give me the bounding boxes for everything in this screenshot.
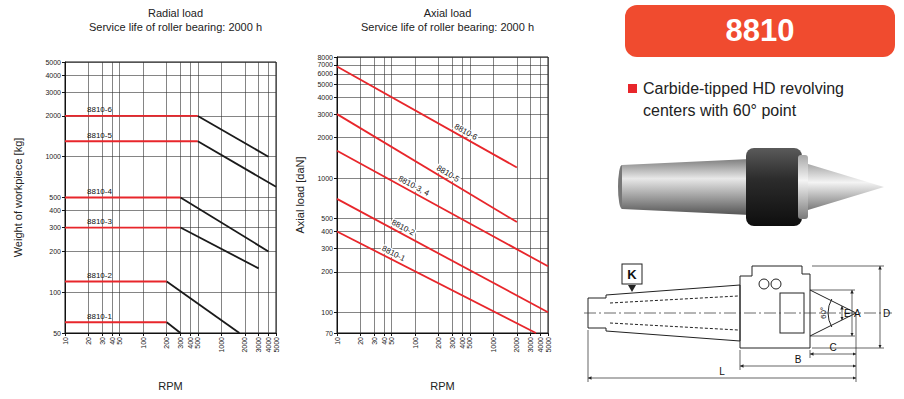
svg-text:8810-5: 8810-5: [435, 163, 461, 184]
svg-text:8810-3, 4: 8810-3, 4: [397, 174, 431, 198]
svg-text:2000: 2000: [241, 337, 248, 353]
svg-text:Service life of roller bearing: Service life of roller bearing: 2000 h: [89, 21, 262, 33]
svg-text:Radial load: Radial load: [148, 7, 203, 19]
svg-text:10: 10: [62, 337, 69, 345]
svg-text:400: 400: [187, 337, 194, 349]
svg-text:20: 20: [357, 337, 364, 345]
svg-text:C: C: [829, 342, 836, 353]
svg-text:200: 200: [321, 268, 333, 275]
svg-text:Axial load [daN]: Axial load [daN]: [294, 156, 306, 233]
svg-text:8810-2: 8810-2: [390, 218, 417, 238]
svg-text:5000: 5000: [273, 337, 280, 353]
svg-text:100: 100: [321, 309, 333, 316]
svg-text:10: 10: [334, 337, 341, 345]
svg-text:60°: 60°: [819, 307, 828, 319]
html-text:8810: 8810: [725, 13, 795, 48]
svg-text:4000: 4000: [45, 72, 61, 79]
svg-text:400: 400: [49, 207, 61, 214]
svg-text:8000: 8000: [317, 54, 333, 61]
svg-text:500: 500: [321, 215, 333, 222]
svg-text:40: 40: [381, 337, 388, 345]
svg-text:5000: 5000: [317, 81, 333, 88]
svg-text:30: 30: [99, 337, 106, 345]
svg-text:RPM: RPM: [430, 380, 454, 392]
svg-text:40: 40: [109, 337, 116, 345]
svg-text:B: B: [795, 354, 802, 365]
svg-text:1000: 1000: [490, 337, 497, 353]
svg-text:70: 70: [325, 330, 333, 337]
html-text:Carbide-tipped HD revolving ce: Carbide-tipped HD revolving centers with…: [643, 80, 844, 119]
svg-text:Service life of roller bearing: Service life of roller bearing: 2000 h: [361, 21, 534, 33]
svg-text:E: E: [844, 308, 851, 319]
svg-text:8810-3: 8810-3: [87, 217, 112, 226]
svg-text:RPM: RPM: [158, 380, 182, 392]
svg-text:8810-2: 8810-2: [87, 271, 112, 280]
svg-text:Axial load: Axial load: [424, 7, 472, 19]
svg-text:1000: 1000: [317, 175, 333, 182]
svg-text:300: 300: [321, 245, 333, 252]
svg-text:5000: 5000: [545, 337, 552, 353]
svg-text:4000: 4000: [317, 94, 333, 101]
svg-text:8810-6: 8810-6: [87, 105, 112, 114]
svg-text:300: 300: [177, 337, 184, 349]
svg-text:300: 300: [49, 224, 61, 231]
svg-text:8810-6: 8810-6: [453, 122, 480, 142]
svg-text:400: 400: [321, 228, 333, 235]
svg-text:500: 500: [49, 194, 61, 201]
svg-text:30: 30: [371, 337, 378, 345]
svg-text:3000: 3000: [527, 337, 534, 353]
svg-text:1000: 1000: [218, 337, 225, 353]
svg-text:4000: 4000: [537, 337, 544, 353]
svg-text:4000: 4000: [265, 337, 272, 353]
svg-text:D: D: [883, 308, 890, 319]
svg-text:1000: 1000: [45, 153, 61, 160]
svg-text:300: 300: [449, 337, 456, 349]
svg-text:8810-4: 8810-4: [87, 187, 112, 196]
svg-text:100: 100: [412, 337, 419, 349]
svg-text:200: 200: [435, 337, 442, 349]
svg-text:2000: 2000: [513, 337, 520, 353]
svg-text:500: 500: [194, 337, 201, 349]
svg-text:2000: 2000: [45, 112, 61, 119]
svg-text:A: A: [854, 308, 861, 319]
svg-text:100: 100: [140, 337, 147, 349]
svg-text:50: 50: [116, 337, 123, 345]
svg-text:3000: 3000: [255, 337, 262, 353]
svg-text:2000: 2000: [317, 134, 333, 141]
svg-text:20: 20: [85, 337, 92, 345]
svg-text:8810-1: 8810-1: [380, 244, 407, 264]
svg-text:6000: 6000: [317, 70, 333, 77]
svg-text:500: 500: [466, 337, 473, 349]
svg-text:400: 400: [459, 337, 466, 349]
svg-text:100: 100: [49, 289, 61, 296]
svg-text:5000: 5000: [45, 59, 61, 66]
svg-text:50: 50: [53, 330, 61, 337]
svg-text:200: 200: [163, 337, 170, 349]
svg-text:8810-5: 8810-5: [87, 131, 112, 140]
svg-text:Weight of workpiece [kg]: Weight of workpiece [kg]: [12, 138, 24, 258]
svg-text:L: L: [719, 366, 725, 377]
svg-text:3000: 3000: [45, 89, 61, 96]
svg-text:7000: 7000: [317, 61, 333, 68]
svg-text:3000: 3000: [317, 111, 333, 118]
svg-text:50: 50: [388, 337, 395, 345]
svg-text:8810-1: 8810-1: [87, 312, 112, 321]
svg-text:200: 200: [49, 248, 61, 255]
svg-text:K: K: [627, 267, 637, 282]
